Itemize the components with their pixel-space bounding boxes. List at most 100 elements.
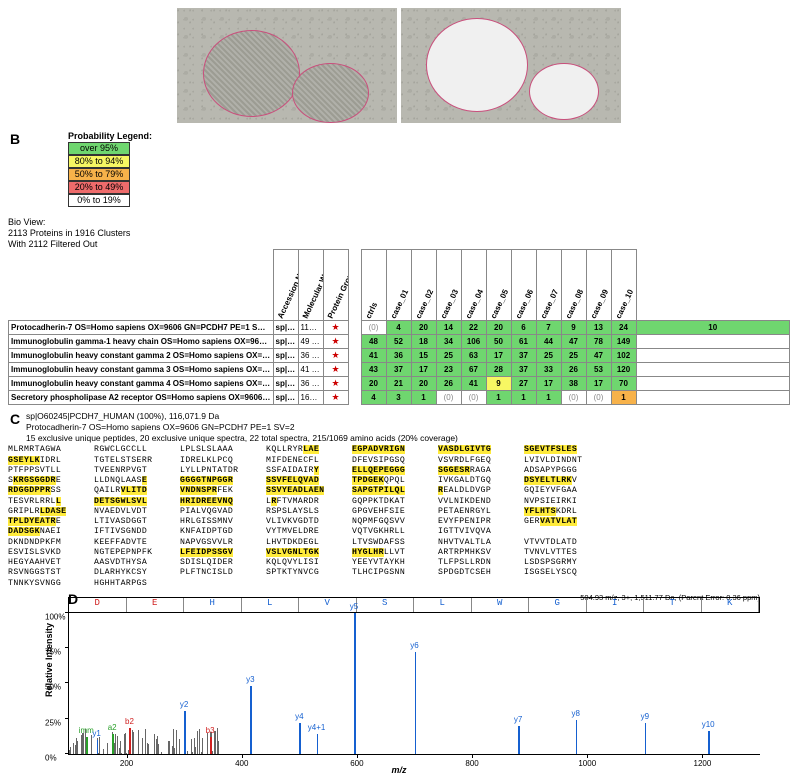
- seq-segment: LPLSLSLAAA: [180, 445, 252, 455]
- seq-segment: RSVNGGSTST: [8, 568, 80, 578]
- seq-segment: DETSGWLSVL: [94, 497, 166, 507]
- seq-segment: RSPSLAYSLS: [266, 507, 338, 517]
- seq-segment: NGTEPEPNPFK: [94, 548, 166, 558]
- peak-y8: [576, 720, 578, 754]
- seq-segment: SDISLQIDER: [180, 558, 252, 568]
- seq-segment: TPDGEKQPQL: [352, 476, 424, 486]
- panel-a: A: [8, 8, 790, 123]
- seq-segment: PETAENRGYL: [438, 507, 510, 517]
- legend-title: Probability Legend:: [68, 131, 152, 141]
- probability-legend: Probability Legend: over 95%80% to 94%50…: [68, 131, 152, 207]
- vesicle-outline: [529, 63, 599, 120]
- seq-segment: DLARHYKCSY: [94, 568, 166, 578]
- seq-segment: KQLQVYLISI: [266, 558, 338, 568]
- seq-segment: NHVTVALTLA: [438, 538, 510, 548]
- seq-segment: VTVVTDLATD: [524, 538, 596, 548]
- peak-y4: [299, 723, 301, 754]
- seq-segment: SPDGDTCSEH: [438, 568, 510, 578]
- sequence-ladder: DEHLVSLWGITK: [68, 597, 760, 613]
- seq-segment: GQPPKTDKAT: [352, 497, 424, 507]
- seq-segment: VQTVGKHRLL: [352, 527, 424, 537]
- protein-table: Accession NumberMolecular WeightProtein …: [8, 249, 790, 405]
- sample-col-header: case_04: [461, 250, 486, 321]
- peak-y6: [415, 652, 417, 754]
- panel-d: D 504.93 m/z, 3+, 1,511.77 Da, (Parent E…: [8, 595, 790, 775]
- seq-segment: LSDSPSGRMY: [524, 558, 596, 568]
- seq-segment: KNFAIDPTGD: [180, 527, 252, 537]
- seq-segment: SAPGTPILQL: [352, 486, 424, 496]
- seq-segment: SSVYEADLAEN: [266, 486, 338, 496]
- seq-segment: IGTTVIVQVA: [438, 527, 510, 537]
- seq-segment: ELLQEPEGGG: [352, 466, 424, 476]
- seq-segment: GSEYLKIDRL: [8, 456, 80, 466]
- seq-segment: TLFPSLLRDN: [438, 558, 510, 568]
- peak-imm: [86, 737, 88, 754]
- seq-segment: TLHCIPGSNN: [352, 568, 424, 578]
- peak-y4+1: [317, 734, 319, 754]
- sample-col-header: case_03: [436, 250, 461, 321]
- peak-label: y2: [180, 700, 188, 709]
- seq-segment: LRFTVMARDR: [266, 497, 338, 507]
- table-row: Immunoglobulin heavy constant gamma 3 OS…: [9, 363, 790, 377]
- pc-header1: sp|O60245|PCDH7_HUMAN (100%), 116,071.9 …: [26, 411, 790, 422]
- col-header: Molecular Weight: [298, 250, 323, 321]
- seq-segment: GQIEYVFGAA: [524, 486, 596, 496]
- sample-col-header: case_01: [386, 250, 411, 321]
- panel-b-label: B: [10, 131, 20, 147]
- seq-segment: SPTKTYNVCG: [266, 568, 338, 578]
- peak-b2: [129, 728, 131, 753]
- legend-row: 50% to 79%: [68, 168, 152, 181]
- peak-label: y1: [92, 729, 100, 738]
- seq-segment: LYLLPNTATDR: [180, 466, 252, 476]
- seq-segment: TVEENRPVGT: [94, 466, 166, 476]
- seq-segment: HGHHTARPGS: [94, 579, 166, 589]
- seq-segment: SGEVTFSLES: [524, 445, 596, 455]
- peak-label: b3: [206, 726, 215, 735]
- seq-segment: IVKGALDTGQ: [438, 476, 510, 486]
- vesicle-outline: [203, 30, 300, 117]
- seq-segment: PLFTNCISLD: [180, 568, 252, 578]
- legend-row: 80% to 94%: [68, 155, 152, 168]
- sample-col-header: case_05: [486, 250, 511, 321]
- seq-segment: DFEVSIPGSQ: [352, 456, 424, 466]
- seq-segment: YEEYVTAYKH: [352, 558, 424, 568]
- peak-y9: [645, 723, 647, 754]
- spectrum-chart: 0%25%50%75%100%20040060080010001200immy1…: [68, 613, 760, 755]
- peak-label: y5: [350, 602, 358, 611]
- seq-segment: SKRGSGGDRE: [8, 476, 80, 486]
- seq-segment: KEEFFADVTE: [94, 538, 166, 548]
- peak-label: y3: [246, 675, 254, 684]
- seq-segment: NVPSIEIRKI: [524, 497, 596, 507]
- seq-segment: VSLVGNLTGK: [266, 548, 338, 558]
- seq-segment: VSVRDLFGEQ: [438, 456, 510, 466]
- seq-segment: VNDNSPRFEK: [180, 486, 252, 496]
- seq-segment: RDGGDPPRSS: [8, 486, 80, 496]
- vesicle-outline: [426, 18, 528, 112]
- x-axis-label: m/z: [391, 765, 406, 775]
- table-row: Protocadherin-7 OS=Homo sapiens OX=9606 …: [9, 321, 790, 335]
- col-header: Accession Number: [273, 250, 298, 321]
- seq-segment: HEGYAAHVET: [8, 558, 80, 568]
- peak-y7: [518, 726, 520, 754]
- seq-segment: TVNVLVTTES: [524, 548, 596, 558]
- seq-segment: GRIPLRLDASE: [8, 507, 80, 517]
- seq-segment: HRLGISSMNV: [180, 517, 252, 527]
- seq-segment: ADSAPYPGGG: [524, 466, 596, 476]
- seq-segment: SSVFELQVAD: [266, 476, 338, 486]
- seq-segment: ARTRPMHKSV: [438, 548, 510, 558]
- seq-segment: TNNKYSVNGG: [8, 579, 80, 589]
- seq-segment: SSFAIDAIRY: [266, 466, 338, 476]
- seq-segment: VVLNIKDEND: [438, 497, 510, 507]
- seq-segment: HRIDREEVNQ: [180, 497, 252, 507]
- seq-segment: LLDNQLAASE: [94, 476, 166, 486]
- col-header: Protein Grouping Ambiguity: [323, 250, 348, 321]
- peak-label: y4: [295, 712, 303, 721]
- table-row: Immunoglobulin gamma-1 heavy chain OS=Ho…: [9, 335, 790, 349]
- seq-segment: SGGESRRAGA: [438, 466, 510, 476]
- panel-c: C sp|O60245|PCDH7_HUMAN (100%), 116,071.…: [8, 411, 790, 588]
- seq-segment: GPGVEHFSIE: [352, 507, 424, 517]
- micrograph: [401, 8, 621, 123]
- seq-segment: IDRELKLPCQ: [180, 456, 252, 466]
- seq-segment: ISGSELYSCQ: [524, 568, 596, 578]
- seq-segment: GERVATVLAT: [524, 517, 596, 527]
